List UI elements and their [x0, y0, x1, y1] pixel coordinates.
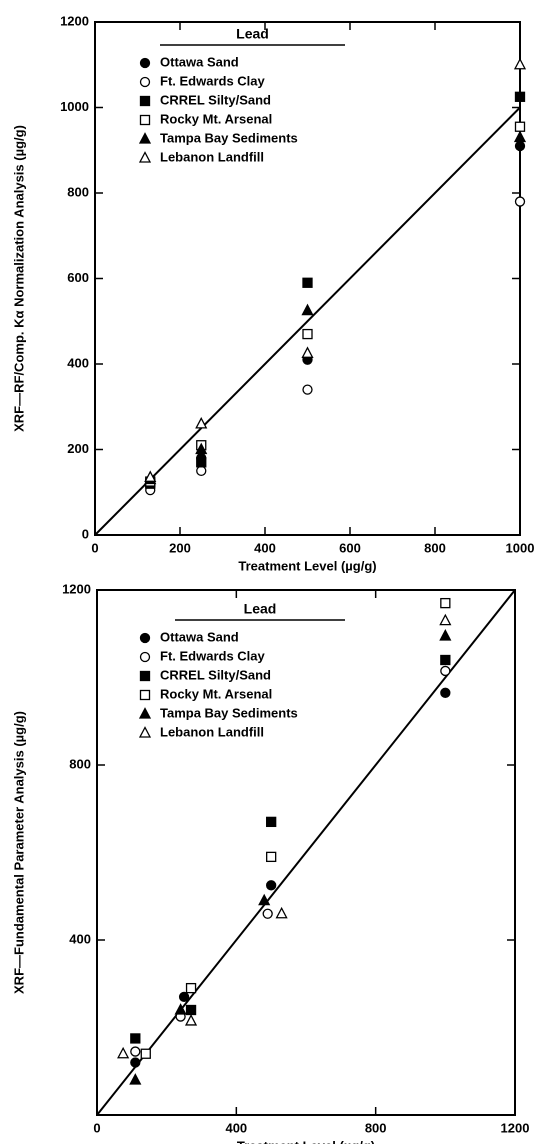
point	[196, 465, 207, 477]
legend-label: Tampa Bay Sediments	[160, 705, 298, 720]
point	[144, 470, 157, 482]
legend-marker	[139, 689, 151, 701]
point	[440, 687, 451, 698]
y-axis-label: XRF—Fundamental Parameter Analysis (µg/g…	[11, 711, 26, 994]
x-tick-label: 0	[93, 1120, 100, 1135]
legend-marker	[139, 76, 151, 88]
point	[178, 991, 190, 1003]
legend-label: CRREL Silty/Sand	[160, 667, 271, 682]
point	[174, 1003, 187, 1015]
legend-marker	[138, 132, 152, 144]
point	[184, 1014, 198, 1026]
legend-label: Ottawa Sand	[160, 54, 239, 69]
y-tick-label: 800	[67, 184, 89, 199]
legend-label: Lebanon Landfill	[160, 724, 264, 739]
legend-label: Lebanon Landfill	[160, 149, 264, 164]
legend-label: Ottawa Sand	[160, 629, 239, 644]
x-tick-label: 200	[169, 540, 191, 555]
point	[130, 1046, 141, 1057]
reference-line	[94, 106, 521, 536]
point	[266, 851, 277, 863]
point	[266, 816, 277, 828]
plot-frame	[96, 589, 516, 1116]
x-tick-label: 1000	[506, 540, 535, 555]
point	[514, 91, 526, 102]
legend-marker	[139, 114, 151, 126]
point	[301, 346, 314, 358]
y-axis-label: XRF—RF/Comp. Kα Normalization Analysis (…	[11, 125, 26, 432]
point	[130, 1033, 141, 1044]
point	[440, 665, 451, 677]
point	[266, 880, 277, 891]
reference-line	[96, 589, 516, 1116]
point	[302, 277, 313, 288]
y-tick-label: 1200	[60, 13, 89, 28]
legend-label: Rocky Mt. Arsenal	[160, 111, 272, 126]
point	[302, 384, 313, 395]
x-axis-label: Treatment Level (µg/g)	[237, 1138, 375, 1144]
y-tick-label: 800	[69, 756, 91, 771]
x-tick-label: 800	[424, 540, 446, 555]
y-tick-label: 1200	[62, 581, 91, 596]
point	[513, 130, 527, 143]
legend-label: Rocky Mt. Arsenal	[160, 686, 272, 701]
point	[117, 1046, 130, 1059]
point	[513, 57, 527, 70]
y-tick-label: 0	[82, 526, 89, 541]
legend-marker	[138, 707, 152, 719]
point	[514, 140, 526, 152]
point	[196, 457, 207, 468]
y-tick-label: 200	[67, 441, 89, 456]
y-tick-label: 400	[67, 355, 89, 370]
point	[302, 328, 313, 340]
legend-label: CRREL Silty/Sand	[160, 92, 271, 107]
point	[262, 908, 273, 919]
x-tick-label: 400	[225, 1120, 247, 1135]
y-tick-label: 600	[67, 270, 89, 285]
y-tick-label: 400	[69, 931, 91, 946]
legend-label: Tampa Bay Sediments	[160, 130, 298, 145]
legend-label: Ft. Edwards Clay	[160, 648, 266, 663]
point	[440, 597, 451, 609]
y-tick-label: 1000	[60, 99, 89, 114]
x-tick-label: 400	[254, 540, 276, 555]
point	[140, 1048, 151, 1059]
x-tick-label: 600	[339, 540, 361, 555]
point	[130, 1057, 141, 1068]
point	[185, 982, 197, 994]
point	[301, 303, 314, 316]
point	[439, 629, 452, 641]
legend-label: Ft. Edwards Clay	[160, 73, 266, 88]
point	[258, 893, 271, 906]
legend-marker	[138, 726, 152, 738]
legend-title: Lead	[244, 601, 277, 617]
legend-marker	[139, 651, 151, 663]
x-tick-label: 0	[91, 540, 98, 555]
legend-title: Lead	[236, 26, 269, 42]
point	[514, 196, 526, 207]
point	[195, 442, 208, 455]
legend-marker	[138, 151, 152, 163]
point	[514, 121, 526, 132]
point	[440, 654, 451, 666]
x-axis-label: Treatment Level (µg/g)	[238, 558, 376, 573]
point	[439, 613, 452, 626]
x-tick-label: 1200	[501, 1120, 530, 1135]
legend-marker	[139, 95, 151, 107]
legend-marker	[139, 632, 151, 644]
point	[129, 1073, 142, 1085]
legend-marker	[139, 57, 151, 69]
point	[195, 416, 208, 429]
x-tick-label: 800	[365, 1120, 387, 1135]
point	[275, 906, 288, 919]
legend-marker	[139, 670, 151, 682]
point	[185, 1004, 197, 1016]
